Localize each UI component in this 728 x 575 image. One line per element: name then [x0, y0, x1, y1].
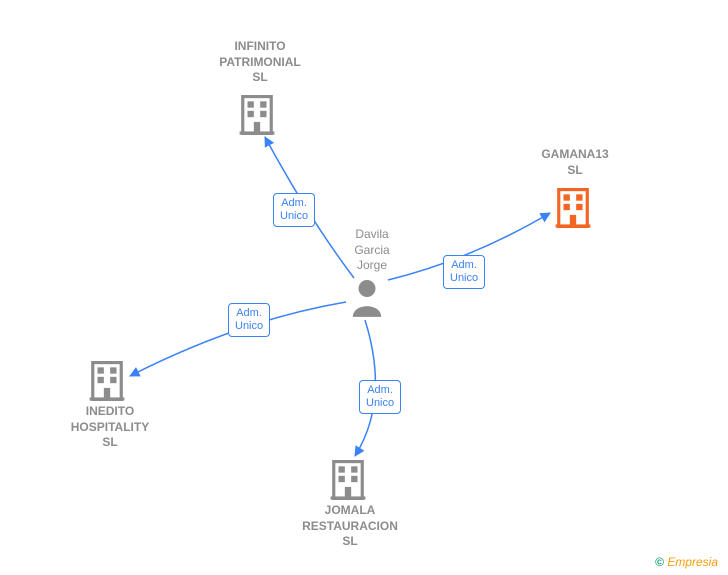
- person-icon[interactable]: [350, 277, 384, 322]
- building-icon-gamana[interactable]: [554, 186, 592, 233]
- node-label-infinito: INFINITO PATRIMONIAL SL: [205, 39, 315, 86]
- building-icon-inedito[interactable]: [88, 359, 126, 406]
- node-label-inedito: INEDITO HOSPITALITY SL: [55, 404, 165, 451]
- node-label-jomala: JOMALA RESTAURACION SL: [290, 503, 410, 550]
- copyright-brand: Empresia: [667, 555, 718, 569]
- copyright: © Empresia: [655, 555, 718, 569]
- edge-label-gamana: Adm. Unico: [443, 255, 485, 289]
- edge-label-jomala: Adm. Unico: [359, 380, 401, 414]
- node-label-gamana: GAMANA13 SL: [530, 147, 620, 178]
- center-label: Davila Garcia Jorge: [332, 227, 412, 274]
- building-icon-infinito[interactable]: [238, 93, 276, 140]
- edge-label-infinito: Adm. Unico: [273, 193, 315, 227]
- edge-label-inedito: Adm. Unico: [228, 303, 270, 337]
- copyright-symbol: ©: [655, 555, 664, 569]
- building-icon-jomala[interactable]: [329, 458, 367, 505]
